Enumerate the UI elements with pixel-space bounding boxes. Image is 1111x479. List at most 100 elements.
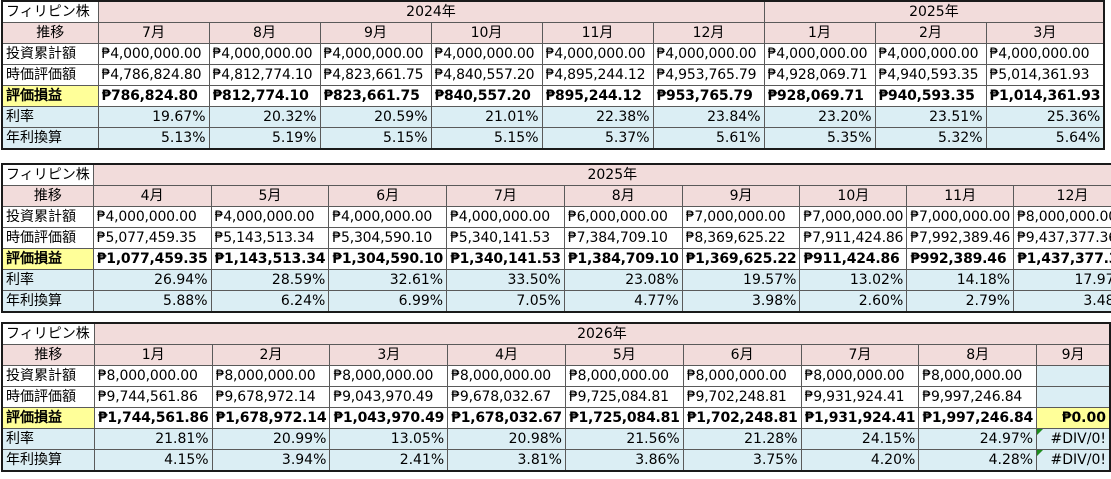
invest-value-cell[interactable]: ₱8,000,000.00 (93, 365, 213, 387)
value-value-cell[interactable]: ₱9,702,248.81 (682, 386, 802, 408)
year-header-cell[interactable]: 2026年 (93, 322, 1111, 345)
invest-value-cell[interactable]: ₱8,000,000.00 (918, 365, 1038, 387)
month-header-cell[interactable]: 8月 (918, 344, 1038, 366)
value-value-cell[interactable]: ₱9,043,970.49 (329, 386, 449, 408)
row-label-cell[interactable]: 年利換算 (1, 449, 95, 472)
rate-value-cell[interactable]: 13.02% (799, 269, 908, 291)
month-header-cell[interactable]: 7月 (97, 22, 210, 44)
month-header-cell[interactable]: 10月 (430, 22, 543, 44)
rate-value-cell[interactable]: 32.61% (328, 269, 448, 291)
corner-label-cell[interactable]: フィリピン株 (1, 0, 99, 23)
annual-value-cell[interactable]: 5.13% (97, 127, 210, 150)
invest-value-cell[interactable]: ₱8,000,000.00 (800, 365, 920, 387)
month-header-cell[interactable]: 9月 (319, 22, 432, 44)
annual-value-cell[interactable]: #DIV/0! (1036, 449, 1111, 472)
row-label-cell[interactable]: 推移 (1, 185, 94, 207)
month-header-cell[interactable]: 9月 (1036, 344, 1111, 366)
value-value-cell[interactable]: ₱5,014,361.93 (985, 64, 1105, 86)
value-value-cell[interactable]: ₱9,744,561.86 (93, 386, 213, 408)
pl-value-cell[interactable]: ₱1,384,709.10 (563, 248, 683, 270)
row-label-cell[interactable]: 利率 (1, 269, 94, 291)
corner-label-cell[interactable]: フィリピン株 (1, 322, 95, 345)
rate-value-cell[interactable]: 19.57% (681, 269, 801, 291)
rate-value-cell[interactable]: 20.99% (211, 428, 331, 450)
value-value-cell[interactable]: ₱9,678,032.67 (447, 386, 566, 408)
rate-value-cell[interactable]: 25.36% (985, 106, 1105, 128)
annual-value-cell[interactable]: 3.94% (211, 449, 331, 472)
rate-value-cell[interactable]: 20.59% (319, 106, 432, 128)
month-header-cell[interactable]: 11月 (906, 185, 1015, 207)
pl-value-cell[interactable]: ₱1,437,377.36 (1013, 248, 1111, 270)
rate-value-cell[interactable]: 23.08% (563, 269, 683, 291)
row-label-cell[interactable]: 時価評価額 (1, 227, 94, 249)
pl-value-cell[interactable]: ₱1,014,361.93 (985, 85, 1105, 107)
month-header-cell[interactable]: 12月 (652, 22, 765, 44)
rate-value-cell[interactable]: 33.50% (446, 269, 565, 291)
month-header-cell[interactable]: 7月 (446, 185, 565, 207)
year-header-cell[interactable]: 2025年 (92, 163, 1111, 186)
annual-value-cell[interactable]: 6.24% (210, 290, 330, 313)
pl-value-cell[interactable]: ₱1,702,248.81 (682, 407, 802, 429)
rate-value-cell[interactable]: 21.01% (430, 106, 543, 128)
rate-value-cell[interactable]: 23.84% (652, 106, 765, 128)
annual-value-cell[interactable]: 3.86% (564, 449, 684, 472)
invest-value-cell[interactable]: ₱4,000,000.00 (985, 43, 1105, 65)
value-value-cell[interactable]: ₱8,369,625.22 (681, 227, 801, 249)
rate-value-cell[interactable]: 24.15% (800, 428, 920, 450)
pl-value-cell[interactable]: ₱1,725,084.81 (564, 407, 684, 429)
value-value-cell[interactable]: ₱5,077,459.35 (92, 227, 212, 249)
rate-value-cell[interactable]: 21.28% (682, 428, 802, 450)
year-header-cell[interactable]: 2024年 (97, 0, 765, 23)
annual-value-cell[interactable]: 7.05% (446, 290, 565, 313)
value-value-cell[interactable]: ₱4,928,069.71 (763, 64, 876, 86)
invest-value-cell[interactable]: ₱4,000,000.00 (92, 206, 212, 228)
invest-value-cell[interactable]: ₱7,000,000.00 (799, 206, 908, 228)
month-header-cell[interactable]: 2月 (211, 344, 331, 366)
invest-value-cell[interactable]: ₱8,000,000.00 (211, 365, 331, 387)
pl-value-cell[interactable]: ₱786,824.80 (97, 85, 210, 107)
invest-value-cell[interactable]: ₱4,000,000.00 (97, 43, 210, 65)
annual-value-cell[interactable]: 5.37% (541, 127, 654, 150)
rate-value-cell[interactable]: 21.81% (93, 428, 213, 450)
pl-value-cell[interactable]: ₱895,244.12 (541, 85, 654, 107)
pl-value-cell[interactable]: ₱992,389.46 (906, 248, 1015, 270)
annual-value-cell[interactable]: 4.77% (563, 290, 683, 313)
annual-value-cell[interactable]: 3.81% (447, 449, 566, 472)
value-value-cell[interactable] (1036, 386, 1111, 408)
annual-value-cell[interactable]: 2.60% (799, 290, 908, 313)
year-header-cell[interactable]: 2025年 (763, 0, 1105, 23)
annual-value-cell[interactable]: 3.48% (1013, 290, 1111, 313)
rate-value-cell[interactable]: 14.18% (906, 269, 1015, 291)
pl-value-cell[interactable]: ₱940,593.35 (874, 85, 987, 107)
annual-value-cell[interactable]: 4.28% (918, 449, 1038, 472)
value-value-cell[interactable]: ₱9,997,246.84 (918, 386, 1038, 408)
invest-value-cell[interactable]: ₱8,000,000.00 (682, 365, 802, 387)
rate-value-cell[interactable]: 21.56% (564, 428, 684, 450)
invest-value-cell[interactable]: ₱8,000,000.00 (329, 365, 449, 387)
month-header-cell[interactable]: 3月 (985, 22, 1105, 44)
row-label-cell[interactable]: 投資累計額 (1, 206, 94, 228)
annual-value-cell[interactable]: 5.61% (652, 127, 765, 150)
month-header-cell[interactable]: 3月 (329, 344, 449, 366)
value-value-cell[interactable]: ₱9,437,377.36 (1013, 227, 1111, 249)
month-header-cell[interactable]: 11月 (541, 22, 654, 44)
annual-value-cell[interactable]: 5.19% (208, 127, 321, 150)
annual-value-cell[interactable]: 5.32% (874, 127, 987, 150)
row-label-cell[interactable]: 年利換算 (1, 127, 99, 150)
pl-value-cell[interactable]: ₱1,931,924.41 (800, 407, 920, 429)
annual-value-cell[interactable]: 5.35% (763, 127, 876, 150)
annual-value-cell[interactable]: 4.15% (93, 449, 213, 472)
invest-value-cell[interactable]: ₱4,000,000.00 (446, 206, 565, 228)
invest-value-cell[interactable]: ₱4,000,000.00 (319, 43, 432, 65)
month-header-cell[interactable]: 1月 (763, 22, 876, 44)
invest-value-cell[interactable]: ₱4,000,000.00 (763, 43, 876, 65)
row-label-cell[interactable]: 時価評価額 (1, 386, 95, 408)
pl-value-cell[interactable]: ₱953,765.79 (652, 85, 765, 107)
annual-value-cell[interactable]: 3.75% (682, 449, 802, 472)
row-label-cell[interactable]: 投資累計額 (1, 43, 99, 65)
value-value-cell[interactable]: ₱4,823,661.75 (319, 64, 432, 86)
pl-value-cell[interactable]: ₱1,678,972.14 (211, 407, 331, 429)
invest-value-cell[interactable]: ₱7,000,000.00 (681, 206, 801, 228)
invest-value-cell[interactable]: ₱4,000,000.00 (652, 43, 765, 65)
value-value-cell[interactable]: ₱9,725,084.81 (564, 386, 684, 408)
